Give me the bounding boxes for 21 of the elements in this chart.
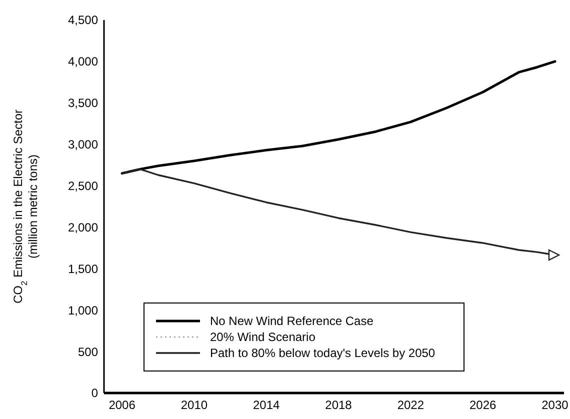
y-tick-label: 4,000: [68, 54, 98, 69]
line-series: [120, 60, 556, 175]
y-tick-label: 3,500: [68, 96, 98, 110]
legend-label: 20% Wind Scenario: [210, 330, 316, 344]
x-tick-label: 2018: [325, 398, 352, 412]
y-tick-label: 1,500: [68, 262, 98, 276]
y-tick-label: 4,500: [68, 13, 98, 28]
x-tick-label: 2014: [253, 398, 280, 412]
y-tick-label: 2,500: [68, 178, 98, 193]
y-tick-label: 0: [91, 386, 98, 400]
y-tick-label: 2,000: [68, 220, 98, 234]
legend-label: Path to 80% below today's Levels by 2050: [210, 346, 436, 360]
y-tick-label: 1,000: [68, 303, 98, 318]
y-tick-label: 500: [78, 344, 98, 359]
y-tick-label: 3,000: [68, 138, 98, 152]
x-tick-label: 2022: [397, 398, 424, 412]
x-tick-label: 2026: [469, 398, 496, 412]
legend-label: No New Wind Reference Case: [210, 314, 374, 328]
x-tick-label: 2006: [108, 398, 136, 412]
x-tick-label: 2030: [542, 398, 569, 412]
x-tick-label: 2010: [180, 398, 208, 412]
